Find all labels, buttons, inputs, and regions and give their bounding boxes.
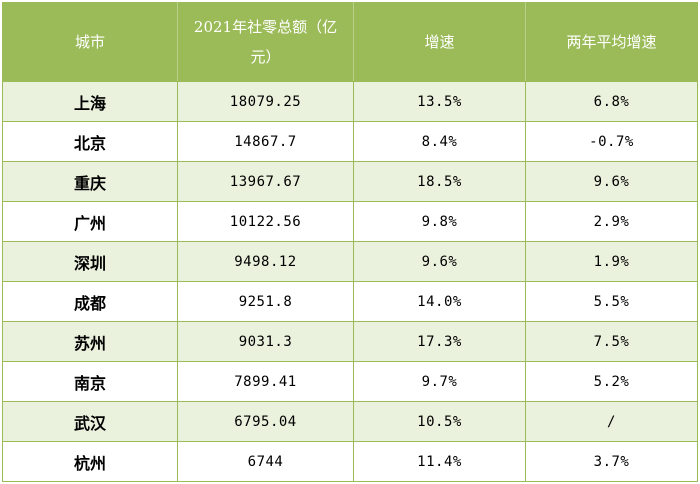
cell-growth: 9.7% <box>353 361 526 402</box>
cell-total-retail-sales: 18079.25 <box>177 81 354 122</box>
table-row: 上海 18079.25 13.5% 6.8% <box>2 81 698 122</box>
cell-growth: 9.8% <box>353 201 526 242</box>
cell-two-year-avg-growth: 5.5% <box>525 281 698 322</box>
cell-total-retail-sales: 13967.67 <box>177 161 354 202</box>
cell-city: 上海 <box>2 81 178 122</box>
header-total-retail-sales-label: 2021年社零总额（亿元） <box>193 18 338 66</box>
cell-two-year-avg-growth: 3.7% <box>525 441 698 482</box>
table-row: 苏州 9031.3 17.3% 7.5% <box>2 321 698 362</box>
cell-total-retail-sales: 9251.8 <box>177 281 354 322</box>
cell-total-retail-sales: 6795.04 <box>177 401 354 442</box>
cell-growth: 13.5% <box>353 81 526 122</box>
cell-total-retail-sales: 7899.41 <box>177 361 354 402</box>
table-row: 杭州 6744 11.4% 3.7% <box>2 441 698 482</box>
cell-total-retail-sales: 6744 <box>177 441 354 482</box>
cell-total-retail-sales: 10122.56 <box>177 201 354 242</box>
table-header: 城市 2021年社零总额（亿元） 增速 两年平均增速 <box>2 2 698 82</box>
cell-total-retail-sales: 9498.12 <box>177 241 354 282</box>
cell-two-year-avg-growth: 2.9% <box>525 201 698 242</box>
cell-city: 北京 <box>2 121 178 162</box>
header-city: 城市 <box>2 2 178 82</box>
header-two-year-avg-growth: 两年平均增速 <box>525 2 698 82</box>
cell-city: 成都 <box>2 281 178 322</box>
cell-two-year-avg-growth: -0.7% <box>525 121 698 162</box>
cell-growth: 18.5% <box>353 161 526 202</box>
cell-growth: 10.5% <box>353 401 526 442</box>
cell-city: 杭州 <box>2 441 178 482</box>
table-row: 广州 10122.56 9.8% 2.9% <box>2 201 698 242</box>
table-row: 成都 9251.8 14.0% 5.5% <box>2 281 698 322</box>
table-row: 深圳 9498.12 9.6% 1.9% <box>2 241 698 282</box>
cell-city: 广州 <box>2 201 178 242</box>
cell-city: 苏州 <box>2 321 178 362</box>
cell-total-retail-sales: 14867.7 <box>177 121 354 162</box>
cell-city: 深圳 <box>2 241 178 282</box>
cell-growth: 17.3% <box>353 321 526 362</box>
cell-city: 武汉 <box>2 401 178 442</box>
cell-growth: 8.4% <box>353 121 526 162</box>
header-total-retail-sales: 2021年社零总额（亿元） <box>177 2 354 82</box>
cell-city: 南京 <box>2 361 178 402</box>
cell-growth: 14.0% <box>353 281 526 322</box>
cell-two-year-avg-growth: 7.5% <box>525 321 698 362</box>
cell-two-year-avg-growth: 6.8% <box>525 81 698 122</box>
cell-two-year-avg-growth: 5.2% <box>525 361 698 402</box>
header-row: 城市 2021年社零总额（亿元） 增速 两年平均增速 <box>2 2 698 82</box>
header-growth: 增速 <box>353 2 526 82</box>
cell-total-retail-sales: 9031.3 <box>177 321 354 362</box>
table-row: 南京 7899.41 9.7% 5.2% <box>2 361 698 402</box>
cell-two-year-avg-growth: 1.9% <box>525 241 698 282</box>
table-row: 北京 14867.7 8.4% -0.7% <box>2 121 698 162</box>
cell-two-year-avg-growth: / <box>525 401 698 442</box>
cell-growth: 9.6% <box>353 241 526 282</box>
cell-two-year-avg-growth: 9.6% <box>525 161 698 202</box>
table-body: 上海 18079.25 13.5% 6.8% 北京 14867.7 8.4% -0.7% 重庆 1… <box>2 81 698 482</box>
cell-city: 重庆 <box>2 161 178 202</box>
cell-growth: 11.4% <box>353 441 526 482</box>
table-row: 重庆 13967.67 18.5% 9.6% <box>2 161 698 202</box>
table-row: 武汉 6795.04 10.5% / <box>2 401 698 442</box>
